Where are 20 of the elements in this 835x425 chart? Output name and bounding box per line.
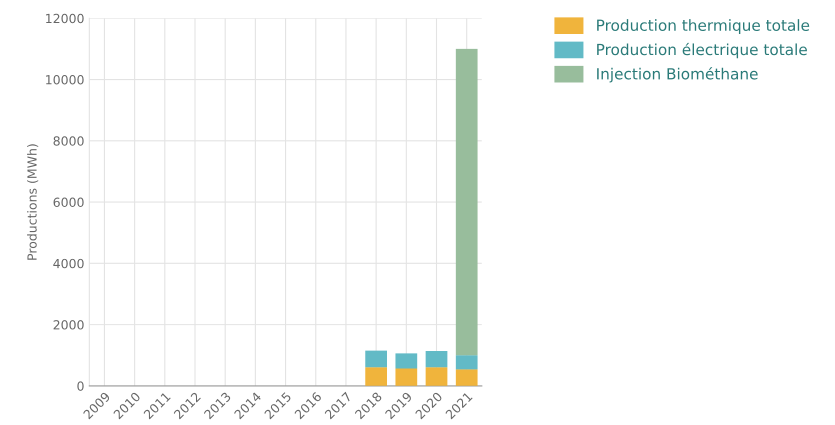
y-tick-label: 4000 bbox=[53, 258, 84, 268]
legend-label: Injection Biométhane bbox=[597, 67, 758, 83]
y-tick-label: 0 bbox=[77, 381, 84, 391]
bar bbox=[456, 48, 478, 356]
bar bbox=[426, 350, 448, 368]
y-tick-label: 12000 bbox=[46, 14, 84, 24]
y-tick-label: 8000 bbox=[54, 136, 84, 146]
bar bbox=[456, 355, 478, 370]
bar bbox=[395, 368, 418, 386]
y-tick-label: 6000 bbox=[54, 198, 84, 208]
bar bbox=[395, 353, 418, 368]
bar bbox=[456, 369, 478, 386]
y-tick-label: 10000 bbox=[46, 75, 84, 84]
y-axis-title: Productions (MWh) bbox=[27, 144, 38, 260]
bar bbox=[365, 350, 388, 368]
legend-label: Production électrique totale bbox=[597, 42, 807, 58]
legend-label: Production thermique totale bbox=[597, 19, 810, 34]
bar bbox=[426, 367, 448, 386]
y-tick-label: 2000 bbox=[54, 320, 84, 330]
bar bbox=[365, 367, 388, 386]
